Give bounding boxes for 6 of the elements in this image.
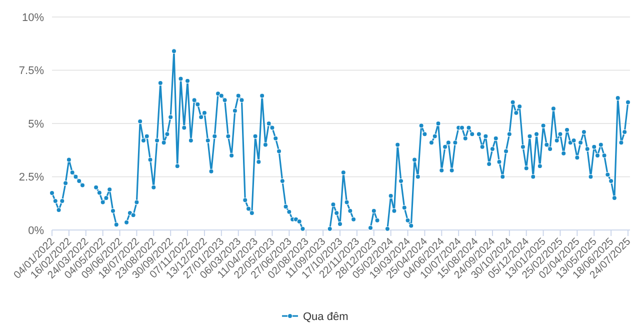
y-tick-label: 5% (28, 118, 44, 130)
y-tick-label: 7.5% (18, 65, 44, 78)
legend-label: Qua đêm (303, 310, 348, 323)
y-tick-label: 10% (22, 12, 44, 24)
y-tick-label: 2.5% (18, 172, 44, 184)
y-tick-label: 0% (28, 224, 44, 237)
